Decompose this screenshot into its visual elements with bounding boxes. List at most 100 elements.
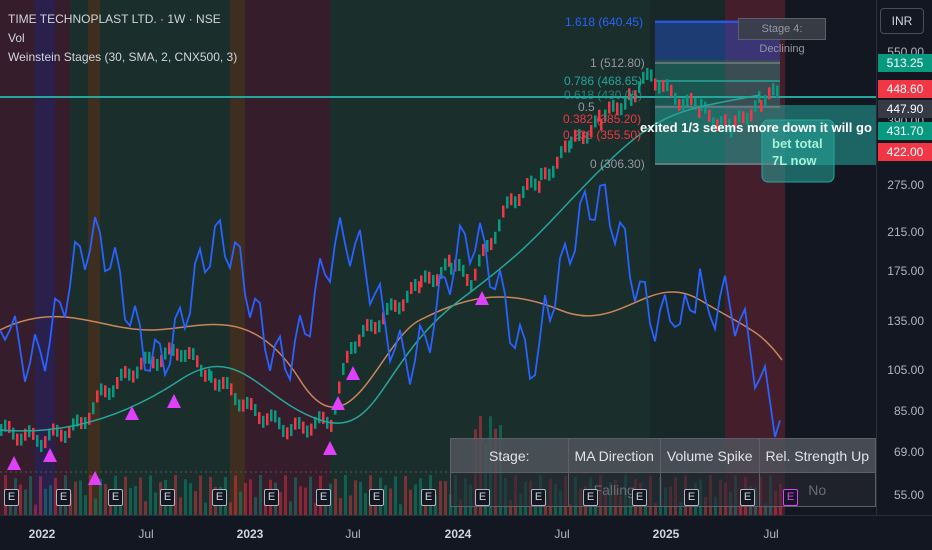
earnings-marker[interactable]: E <box>531 489 546 506</box>
candle <box>32 427 35 440</box>
price-axis[interactable]: 550.00 390.00 275.00 215.00 175.00 135.0… <box>876 0 932 515</box>
candle <box>444 258 447 271</box>
symbol-title[interactable]: TIME TECHNOPLAST LTD. · 1W · NSE <box>8 12 221 26</box>
volume-bar <box>339 498 342 515</box>
earnings-marker[interactable]: E <box>4 489 19 506</box>
candle <box>728 118 731 131</box>
candle <box>116 377 119 390</box>
fib-level-05: 0.5 <box>578 100 595 114</box>
candle <box>286 427 289 440</box>
candle <box>250 398 253 411</box>
earnings-marker[interactable]: E <box>108 489 123 506</box>
candle <box>230 383 233 396</box>
earnings-marker[interactable]: E <box>783 489 798 506</box>
candle <box>278 417 281 430</box>
candle <box>196 355 199 368</box>
earnings-marker[interactable]: E <box>684 489 699 506</box>
volume-bar <box>439 480 442 515</box>
candle <box>136 366 139 379</box>
candle <box>738 110 741 123</box>
volume-bar <box>284 475 287 515</box>
volume-bar <box>299 486 302 515</box>
candle <box>382 312 385 325</box>
short-ma-line <box>0 94 761 432</box>
volume-bar <box>104 483 107 515</box>
stage-band <box>100 0 230 515</box>
candle <box>720 116 723 129</box>
volume-spike-value <box>659 472 760 507</box>
earnings-marker[interactable]: E <box>583 489 598 506</box>
candle <box>544 167 547 180</box>
signal-triangle <box>43 448 57 462</box>
candle <box>522 186 525 199</box>
candle <box>282 424 285 437</box>
earnings-marker[interactable]: E <box>160 489 175 506</box>
candle <box>608 101 611 114</box>
earnings-marker[interactable]: E <box>316 489 331 506</box>
currency-button[interactable]: INR <box>880 8 924 34</box>
candle <box>506 196 509 209</box>
volume-indicator-label[interactable]: Vol <box>8 31 25 45</box>
candle <box>570 136 573 149</box>
volume-bar <box>334 478 337 515</box>
volume-bar <box>544 498 547 515</box>
candle <box>398 302 401 315</box>
earnings-marker[interactable]: E <box>421 489 436 506</box>
candle <box>64 430 67 443</box>
callout-now[interactable]: 7L now <box>772 153 817 168</box>
volume-bar <box>24 489 27 515</box>
volume-bar <box>194 491 197 515</box>
time-tick: 2022 <box>28 527 56 541</box>
volume-bar <box>74 481 77 515</box>
earnings-marker[interactable]: E <box>740 489 755 506</box>
earnings-marker[interactable]: E <box>369 489 384 506</box>
earnings-marker[interactable]: E <box>212 489 227 506</box>
volume-bar <box>89 475 92 515</box>
signal-triangle <box>323 441 337 455</box>
volume-bar <box>204 502 207 515</box>
volume-bar <box>384 485 387 515</box>
candle <box>734 115 737 128</box>
candle <box>768 87 771 100</box>
volume-bar <box>44 488 47 515</box>
volume-bar <box>199 475 202 515</box>
stage-band <box>88 0 100 515</box>
candle <box>742 111 745 124</box>
earnings-marker[interactable]: E <box>632 489 647 506</box>
candle <box>634 90 637 103</box>
stage-band <box>55 0 70 515</box>
candle <box>374 322 377 335</box>
candle <box>72 418 75 431</box>
candle <box>210 370 213 383</box>
candle <box>604 109 607 122</box>
volume-bar <box>134 486 137 515</box>
candle <box>432 275 435 288</box>
volume-spike-header: Volume Spike <box>659 438 760 473</box>
rel-strength-value: No <box>758 472 876 507</box>
candle <box>620 103 623 116</box>
earnings-marker[interactable]: E <box>475 489 490 506</box>
candle <box>470 279 473 292</box>
earnings-marker[interactable]: E <box>56 489 71 506</box>
price-chart[interactable] <box>0 0 876 515</box>
candle <box>574 129 577 142</box>
candle <box>234 393 237 406</box>
time-tick: Jul <box>554 527 570 541</box>
candle <box>208 368 211 381</box>
time-axis[interactable]: 2022 Jul 2023 Jul 2024 Jul 2025 Jul <box>0 515 932 550</box>
candle <box>314 416 317 429</box>
price-label-stop: 422.00 <box>878 143 932 161</box>
candle <box>478 254 481 267</box>
weinstein-indicator-label[interactable]: Weinstein Stages (30, SMA, 2, CNX500, 3) <box>8 50 238 64</box>
chart-pane[interactable]: TIME TECHNOPLAST LTD. · 1W · NSE Vol Wei… <box>0 0 876 515</box>
stage-table: Stage: MA Direction Volume Spike Rel. St… <box>450 438 876 507</box>
callout-bet-total[interactable]: bet total <box>772 136 823 151</box>
candle <box>262 415 265 428</box>
volume-bar <box>149 475 152 515</box>
candle <box>36 434 39 447</box>
earnings-marker[interactable]: E <box>264 489 279 506</box>
candle <box>628 88 631 101</box>
callout-note[interactable]: exited 1/3 seems more down it will go <box>640 120 872 135</box>
candle <box>184 349 187 362</box>
volume-bar <box>364 493 367 515</box>
